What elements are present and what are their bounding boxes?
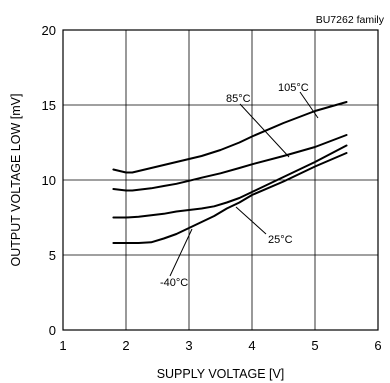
series-label-leader: [239, 103, 290, 158]
y-tick-label: 10: [42, 173, 56, 188]
chart-title: BU7262 family: [316, 14, 385, 26]
x-tick-label: 5: [311, 338, 318, 353]
plot-frame: [62, 29, 379, 331]
series-line-3: [112, 152, 348, 244]
series-label-0: 105°C: [278, 82, 309, 94]
series-label-3: -40°C: [160, 277, 188, 289]
series-label-leader: [235, 206, 267, 235]
x-tick-label: 2: [122, 338, 129, 353]
series-lines: [112, 101, 348, 244]
y-tick-label: 15: [42, 98, 56, 113]
x-tick-label: 1: [59, 338, 66, 353]
series-line-0: [112, 101, 348, 174]
series-line-2: [112, 144, 348, 219]
series-label-leaders: [169, 91, 319, 277]
y-tick-label: 5: [49, 248, 56, 263]
x-tick-labels: 1 2 3 4 5 6: [59, 338, 381, 353]
y-tick-label: 0: [49, 323, 56, 338]
series-label-leader: [169, 228, 193, 277]
series-label-leader: [299, 91, 319, 119]
x-tick-label: 3: [185, 338, 192, 353]
y-tick-label: 20: [42, 23, 56, 38]
series-label-2: 25°C: [268, 234, 293, 246]
series-line-1: [112, 134, 348, 192]
x-axis-label: SUPPLY VOLTAGE [V]: [157, 367, 285, 381]
y-tick-labels: 0 5 10 15 20: [42, 23, 56, 338]
series-label-1: 85°C: [226, 93, 251, 105]
series-labels: 105°C 85°C 25°C -40°C: [160, 82, 309, 289]
y-axis-label: OUTPUT VOLTAGE LOW [mV]: [9, 94, 23, 267]
x-tick-label: 6: [374, 338, 381, 353]
x-tick-label: 4: [248, 338, 255, 353]
